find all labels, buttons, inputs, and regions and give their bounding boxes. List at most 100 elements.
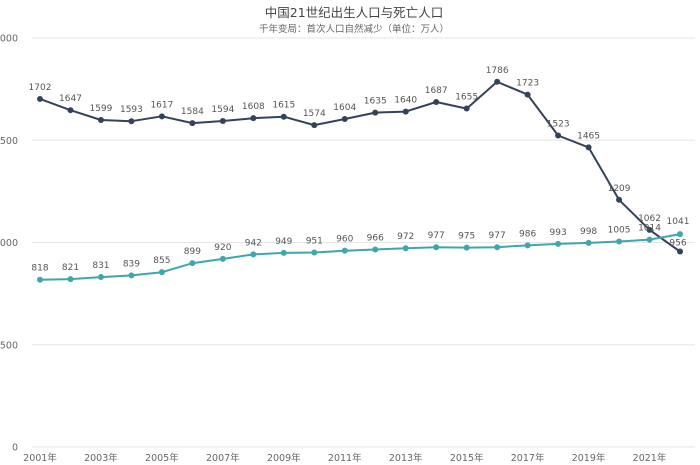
data-label: 993 — [550, 228, 567, 238]
data-point — [189, 120, 196, 127]
data-point — [341, 115, 348, 122]
data-point — [677, 231, 683, 238]
data-point — [128, 118, 135, 125]
data-point — [524, 91, 531, 98]
grid-lines — [32, 37, 695, 448]
data-label: 1062 — [638, 214, 661, 224]
data-label: 1640 — [394, 96, 417, 106]
x-tick-label: 2001年 — [23, 452, 57, 464]
x-tick-label: 2021年 — [633, 452, 667, 464]
data-labels: 1702 1647 1599 1593 1617 1584 1594 1608 1615 1574… — [29, 66, 690, 274]
data-point — [311, 122, 318, 129]
chart-subtitle: 千年变局：首次人口自然减少（单位：万人） — [259, 23, 449, 35]
x-tick-label: 2009年 — [267, 452, 301, 464]
data-label: 1014 — [638, 224, 661, 234]
y-tick-label: 1000 — [0, 238, 18, 249]
data-label: 1786 — [486, 66, 509, 76]
data-point — [646, 236, 653, 243]
data-label: 1584 — [181, 107, 204, 117]
data-point — [494, 78, 501, 85]
data-label: 899 — [184, 247, 201, 257]
data-label: 942 — [245, 238, 262, 248]
data-point — [250, 251, 257, 258]
data-point — [158, 269, 165, 276]
data-point — [280, 249, 287, 256]
data-label: 977 — [428, 231, 445, 241]
data-point — [433, 99, 440, 106]
x-axis-ticks: 2001年 2003年 2005年 2007年 2009年 2011年 2013年 2015年… — [23, 452, 667, 464]
data-point — [37, 95, 43, 102]
data-point — [585, 144, 592, 151]
data-point — [341, 247, 348, 254]
data-point — [463, 244, 470, 251]
data-label: 1465 — [577, 131, 600, 141]
data-point — [372, 109, 379, 116]
data-point — [219, 255, 226, 262]
data-point — [97, 117, 104, 124]
data-label: 1608 — [242, 102, 265, 112]
x-tick-label: 2003年 — [84, 452, 118, 464]
data-label: 1593 — [120, 105, 143, 115]
data-point — [189, 260, 196, 267]
data-point — [646, 226, 653, 233]
data-point — [158, 113, 165, 120]
data-point — [524, 242, 531, 249]
data-label: 1604 — [333, 103, 356, 113]
data-label: 951 — [306, 237, 323, 247]
data-point — [677, 248, 683, 255]
data-label: 839 — [123, 259, 140, 269]
data-label: 977 — [489, 231, 506, 241]
data-point — [616, 238, 623, 245]
data-point — [311, 249, 318, 256]
chart-title: 中国21世纪出生人口与死亡人口 — [265, 5, 443, 20]
data-label: 1615 — [272, 101, 295, 111]
data-point — [402, 245, 409, 252]
data-label: 1005 — [608, 225, 631, 235]
data-point — [67, 276, 74, 283]
data-label: 972 — [397, 232, 414, 242]
x-tick-label: 2019年 — [572, 452, 606, 464]
data-label: 1574 — [303, 109, 326, 119]
data-point — [463, 105, 470, 112]
y-axis-ticks: 0 500 1000 1500 2000 — [0, 34, 18, 454]
x-tick-label: 2017年 — [511, 452, 545, 464]
data-label: 1655 — [455, 93, 478, 103]
data-point — [67, 107, 74, 114]
data-label: 949 — [275, 237, 292, 247]
data-label: 1635 — [364, 97, 387, 107]
data-label: 831 — [92, 261, 109, 271]
data-point — [97, 274, 104, 281]
y-tick-label: 0 — [12, 443, 18, 454]
data-label: 920 — [214, 243, 231, 253]
x-tick-label: 2015年 — [450, 452, 484, 464]
data-label: 1599 — [89, 104, 112, 114]
x-tick-label: 2013年 — [389, 452, 423, 464]
data-point — [128, 272, 135, 279]
data-point — [616, 196, 623, 203]
x-tick-label: 2005年 — [145, 452, 179, 464]
data-label: 960 — [336, 235, 353, 245]
data-label: 998 — [580, 227, 597, 237]
data-label: 1209 — [608, 184, 631, 194]
data-label: 1523 — [547, 120, 570, 130]
data-label: 1723 — [516, 79, 539, 89]
data-label: 975 — [458, 232, 475, 242]
series-lines — [39, 80, 681, 281]
series-line-0 — [39, 80, 681, 253]
data-label: 1617 — [150, 100, 173, 110]
data-point — [37, 276, 43, 283]
data-point — [494, 244, 501, 251]
data-point — [555, 132, 562, 139]
y-tick-label: 1500 — [0, 136, 18, 147]
data-point — [555, 240, 562, 247]
data-point — [280, 113, 287, 120]
data-label: 986 — [519, 229, 536, 239]
data-label: 855 — [153, 256, 170, 266]
y-tick-label: 500 — [0, 340, 18, 351]
data-label: 966 — [367, 233, 384, 243]
data-point — [219, 118, 226, 125]
data-label: 1594 — [211, 105, 234, 115]
data-label: 1702 — [29, 83, 52, 93]
x-tick-label: 2011年 — [328, 452, 362, 464]
